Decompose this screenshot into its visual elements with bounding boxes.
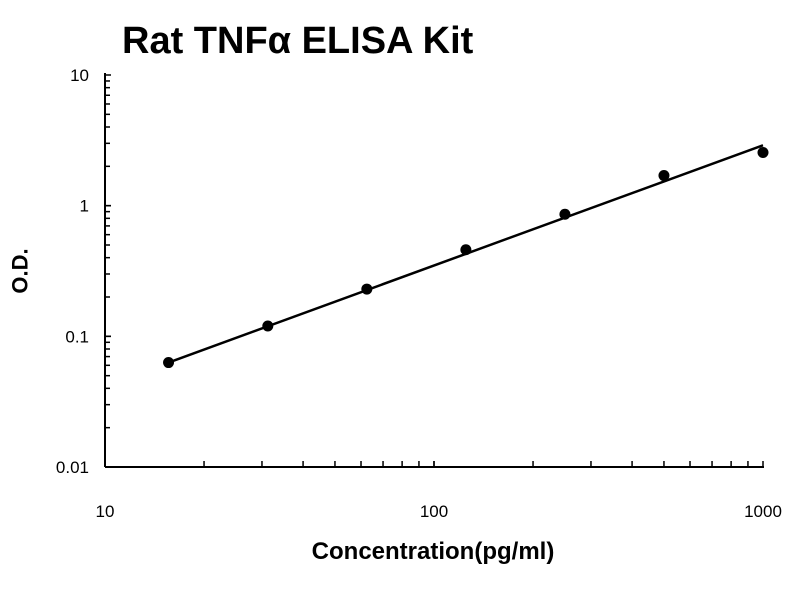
y-tick-label: 1 (80, 197, 89, 216)
data-point (559, 208, 571, 220)
x-tick-label: 10 (96, 502, 115, 521)
data-point (163, 357, 175, 369)
y-tick-label: 0.01 (56, 458, 89, 477)
x-tick-label: 100 (420, 502, 448, 521)
data-point (361, 283, 373, 295)
data-point (658, 170, 670, 182)
x-tick-label: 1000 (744, 502, 782, 521)
chart-title: Rat TNFα ELISA Kit (122, 20, 474, 62)
data-point (460, 244, 472, 256)
data-point (757, 147, 769, 159)
y-tick-label: 0.1 (65, 327, 89, 346)
x-axis-label: Concentration(pg/ml) (311, 538, 555, 565)
data-point (262, 320, 274, 332)
y-tick-label: 10 (70, 66, 89, 85)
